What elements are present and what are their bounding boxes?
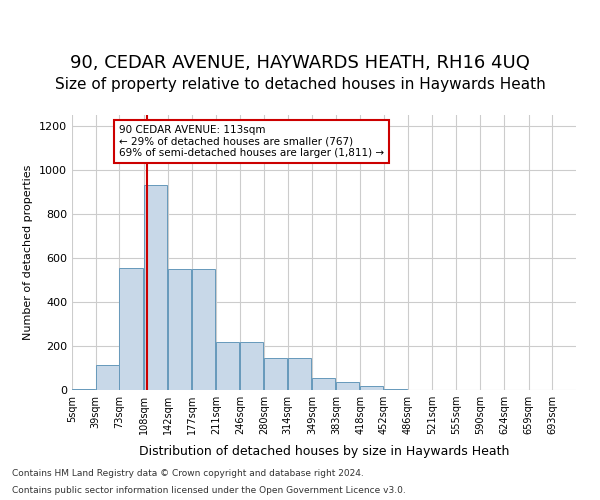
Text: Size of property relative to detached houses in Haywards Heath: Size of property relative to detached ho…	[55, 78, 545, 92]
Bar	[72, 389, 95, 390]
Bar	[144, 186, 167, 390]
Bar	[167, 269, 191, 390]
Text: 90, CEDAR AVENUE, HAYWARDS HEATH, RH16 4UQ: 90, CEDAR AVENUE, HAYWARDS HEATH, RH16 4…	[70, 54, 530, 72]
Bar	[384, 389, 407, 390]
Text: Contains public sector information licensed under the Open Government Licence v3: Contains public sector information licen…	[12, 486, 406, 495]
Bar	[288, 358, 311, 390]
Y-axis label: Number of detached properties: Number of detached properties	[23, 165, 34, 340]
Text: Contains HM Land Registry data © Crown copyright and database right 2024.: Contains HM Land Registry data © Crown c…	[12, 468, 364, 477]
Bar	[360, 386, 383, 390]
X-axis label: Distribution of detached houses by size in Haywards Heath: Distribution of detached houses by size …	[139, 446, 509, 458]
Bar	[119, 268, 143, 390]
Bar	[312, 378, 335, 390]
Bar	[96, 364, 119, 390]
Bar	[216, 342, 239, 390]
Bar	[240, 342, 263, 390]
Bar	[336, 382, 359, 390]
Bar	[192, 269, 215, 390]
Bar	[264, 358, 287, 390]
Text: 90 CEDAR AVENUE: 113sqm
← 29% of detached houses are smaller (767)
69% of semi-d: 90 CEDAR AVENUE: 113sqm ← 29% of detache…	[119, 125, 384, 158]
